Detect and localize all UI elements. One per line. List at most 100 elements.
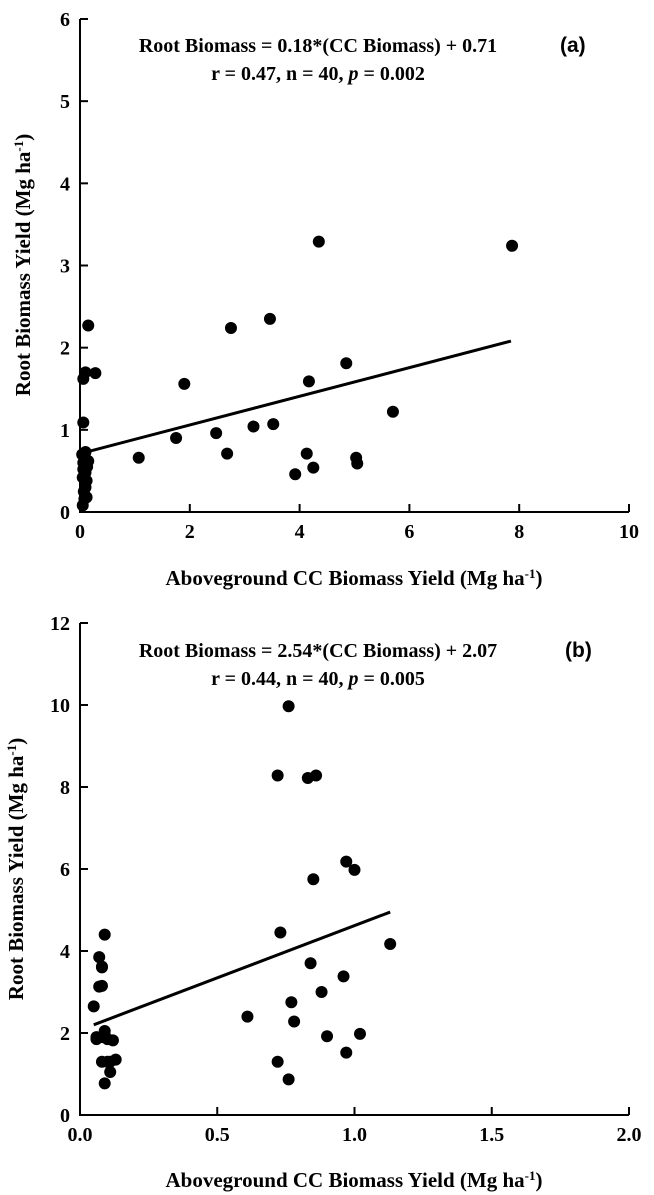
panel-b-points [87,700,397,1090]
panel-a-y-title-close: ) [11,134,35,141]
panel-a-data-point [386,405,399,418]
panel-a-equation: Root Biomass = 0.18*(CC Biomass) + 0.71 [139,35,497,57]
panel-a-data-point [340,357,353,370]
panel-a-data-point [82,455,95,468]
panel-b-x-tick-label: 2.0 [617,1124,642,1146]
panel-b-r-n: r = 0.44, n = 40, [211,668,348,690]
panel-a-y-tick-label: 4 [60,173,70,195]
panel-b-data-point [282,1073,295,1086]
panel-b-y-title-main: Root Biomass Yield (Mg ha [4,755,28,1000]
panel-b-label: (b) [565,639,592,662]
panel-a-y-tick-label: 6 [60,9,70,31]
panel-a-data-point [170,432,183,445]
panel-a-data-point [221,447,234,460]
panel-b-data-point [98,1077,111,1090]
panel-b-y-tick-label: 8 [60,777,70,799]
panel-a-p-symbol: p [347,63,359,85]
panel-b-data-point [288,1015,301,1028]
panel-b-y-tick-label: 12 [50,613,70,635]
panel-b-data-point [348,863,361,876]
panel-b-data-point [340,1046,353,1059]
panel-a-x-tick-label: 8 [514,521,524,543]
panel-a-points [76,235,519,512]
panel-b-data-point [321,1030,334,1043]
panel-a-y-tick-label: 1 [60,420,70,442]
panel-b-x-tick-label: 1.0 [342,1124,367,1146]
panel-b-y-tick-label: 2 [60,1023,70,1045]
panel-a-label: (a) [560,34,586,57]
panel-a-data-point [312,235,325,248]
panel-b-data-point [87,1000,100,1013]
panel-b-data-point [310,769,323,782]
panel-a-x-tick-label: 10 [619,521,639,543]
panel-b-data-point [271,1055,284,1068]
panel-a-data-point [247,420,260,433]
panel-b-data-point [285,996,298,1009]
panel-a-data-point [82,319,95,332]
panel-a-data-point [178,377,191,390]
panel-b-x-title-sup: -1 [525,1168,536,1183]
panel-a-x-tick-label: 6 [404,521,414,543]
panel-a-data-point [267,418,280,431]
panel-b-data-point [353,1027,366,1040]
panel-a-x-title-sup: -1 [525,566,536,581]
panel-a-r-n: r = 0.47, n = 40, [211,63,348,85]
panel-b-ticks: 0.0 0.5 1.0 1.5 2.0 0 2 4 6 8 10 12 [50,613,642,1146]
panel-a-y-title-main: Root Biomass Yield (Mg ha [11,151,35,396]
panel-b-y-tick-label: 0 [60,1105,70,1127]
panel-b-data-point [104,1065,117,1078]
panel-a-p-value: = 0.002 [359,63,425,85]
panel-b-y-tick-label: 10 [50,695,70,717]
panel-b-data-point [340,855,353,868]
panel-b-p-symbol: p [347,668,359,690]
panel-a-data-point [210,427,223,440]
panel-a-x-axis-title: Aboveground CC Biomass Yield (Mg ha-1) [165,566,542,591]
panel-a-x-title-main: Aboveground CC Biomass Yield (Mg ha [165,566,525,590]
panel-a-y-tick-label: 2 [60,338,70,360]
panel-a: 0 2 4 6 8 10 0 1 2 3 4 5 6 Root Biomass = 0.18*(CC B… [11,9,640,590]
panel-a-x-tick-label: 0 [75,521,85,543]
panel-b-data-point [337,970,350,983]
panel-b-data-point [307,873,320,886]
panel-b-y-axis-title: Root Biomass Yield (Mg ha-1) [4,738,29,1000]
panel-b-regression-line [93,910,391,1027]
panel-b-x-axis-title: Aboveground CC Biomass Yield (Mg ha-1) [165,1168,542,1193]
panel-b-x-tick-label: 0.0 [68,1124,93,1146]
panel-b-data-point [95,961,108,974]
panel-b-x-title-close: ) [536,1168,543,1192]
panel-b-x-tick-label: 1.5 [479,1124,504,1146]
panel-a-regression-line [79,339,512,456]
panel-a-y-tick-label: 5 [60,91,70,113]
panel-a-data-point [263,312,276,325]
panel-b-stats: r = 0.44, n = 40, p = 0.005 [211,668,425,690]
panel-b-data-point [315,986,328,998]
panel-b-data-point [95,1031,108,1044]
panel-a-data-point [224,321,237,334]
panel-a-data-point [77,416,90,429]
panel-a-x-tick-label: 4 [295,521,305,543]
panel-b-data-point [271,769,284,782]
panel-a-data-point [351,457,364,470]
panel-b-data-point [104,1055,117,1068]
panel-a-data-point [300,447,313,460]
panel-a-y-title-sup: -1 [11,141,26,152]
panel-b-y-tick-label: 6 [60,859,70,881]
panel-b-x-title-main: Aboveground CC Biomass Yield (Mg ha [165,1168,525,1192]
panel-b-p-value: = 0.005 [359,668,425,690]
panel-b-x-tick-label: 0.5 [205,1124,230,1146]
panel-a-stats: r = 0.47, n = 40, p = 0.002 [211,63,425,85]
panel-a-data-point [79,366,92,379]
panel-a-ticks: 0 2 4 6 8 10 0 1 2 3 4 5 6 [60,9,639,543]
panel-b-equation: Root Biomass = 2.54*(CC Biomass) + 2.07 [139,640,497,662]
panel-b-data-point [304,957,317,970]
panel-b-y-tick-label: 4 [60,941,70,963]
panel-a-data-point [132,451,145,464]
panel-b-data-point [384,938,397,951]
panel-b-data-point [274,926,287,939]
panel-b-data-point [95,979,108,992]
panel-b-data-point [93,951,106,964]
panel-a-y-tick-label: 3 [60,256,70,278]
panel-a-x-tick-label: 2 [185,521,195,543]
panel-a-y-tick-label: 0 [60,502,70,524]
